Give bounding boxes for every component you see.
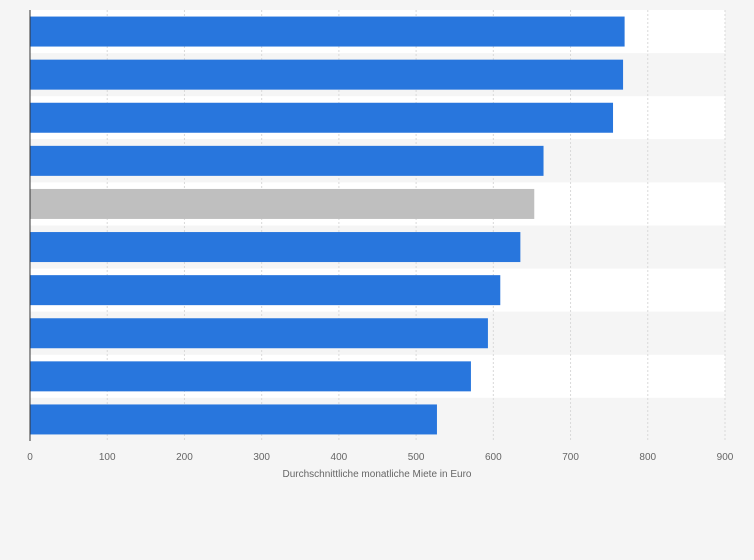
bar[interactable] [30,59,624,90]
x-tick-label: 700 [562,452,579,463]
x-tick-label: 0 [27,452,33,463]
x-tick-label: 300 [253,452,270,463]
bar[interactable] [30,145,544,176]
bar[interactable] [30,404,437,435]
bar[interactable] [30,361,471,392]
x-tick-label: 600 [485,452,502,463]
bar-highlighted[interactable] [30,188,535,219]
x-tick-label: 900 [717,452,734,463]
x-tick-label: 800 [639,452,656,463]
bar[interactable] [30,232,521,263]
x-tick-label: 500 [408,452,425,463]
bar[interactable] [30,275,501,306]
x-tick-label: 200 [176,452,193,463]
bar[interactable] [30,16,625,47]
x-tick-label: 100 [99,452,116,463]
bars [30,16,625,435]
x-axis-ticks: 0 100 200 300 400 500 600 700 800 900 [27,452,734,463]
x-tick-label: 400 [331,452,348,463]
bar[interactable] [30,102,614,133]
x-axis-title: Durchschnittliche monatliche Miete in Eu… [283,469,472,480]
bar[interactable] [30,318,488,349]
